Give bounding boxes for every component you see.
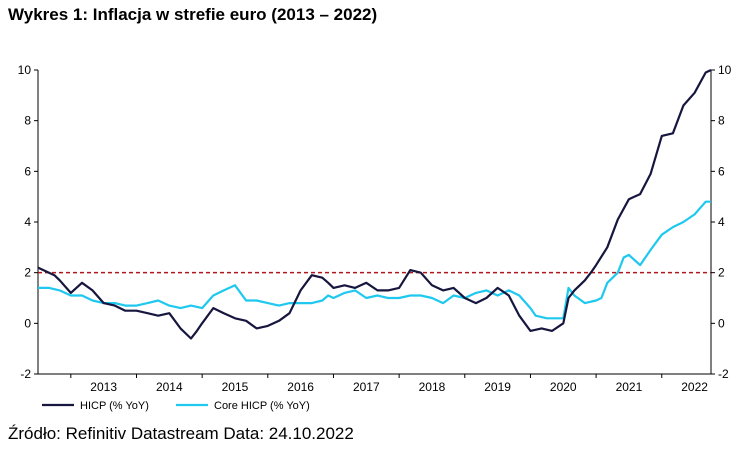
y-tick-label-left: -2 xyxy=(20,367,31,381)
y-tick-label-left: 2 xyxy=(24,266,31,280)
tick-labels: -2 -2 0 0 2 2 4 4 6 6 8 8 10 10 2013 2014 2015 2016 2017 20… xyxy=(18,63,732,394)
y-tick-label-left: 8 xyxy=(24,114,31,128)
core-hicp-line xyxy=(38,200,711,320)
y-tick-label-right: -2 xyxy=(718,367,729,381)
x-tick-label: 2022 xyxy=(681,380,708,394)
x-tick-label: 2017 xyxy=(353,380,380,394)
legend-label-hicp: HICP (% YoY) xyxy=(80,400,149,412)
y-tick-label-left: 4 xyxy=(24,215,31,229)
x-tick-label: 2019 xyxy=(484,380,511,394)
series-group xyxy=(37,69,712,340)
x-tick-label: 2020 xyxy=(550,380,577,394)
x-tick-label: 2013 xyxy=(90,380,117,394)
hicp-line xyxy=(37,69,712,340)
x-tick-label: 2015 xyxy=(222,380,249,394)
y-tick-label-right: 8 xyxy=(718,114,725,128)
y-tick-label-left: 0 xyxy=(24,316,31,330)
legend-label-core-hicp: Core HICP (% YoY) xyxy=(214,400,310,412)
legend: HICP (% YoY) Core HICP (% YoY) xyxy=(42,400,310,412)
x-tick-label: 2014 xyxy=(156,380,183,394)
y-tick-label-right: 0 xyxy=(718,316,725,330)
x-tick-label: 2016 xyxy=(287,380,314,394)
y-tick-label-right: 2 xyxy=(718,266,725,280)
x-tick-label: 2021 xyxy=(616,380,643,394)
y-tick-label-left: 6 xyxy=(24,164,31,178)
y-tick-label-right: 4 xyxy=(718,215,725,229)
chart-axes xyxy=(34,69,715,378)
line-chart: -2 -2 0 0 2 2 4 4 6 6 8 8 10 10 2013 2014 2015 2016 2017 20… xyxy=(18,63,732,412)
source-note: Źródło: Refinitiv Datastream Data: 24.10… xyxy=(8,424,354,443)
y-tick-label-right: 6 xyxy=(718,164,725,178)
x-tick-label: 2018 xyxy=(419,380,446,394)
y-tick-label-right: 10 xyxy=(718,63,732,77)
y-tick-label-left: 10 xyxy=(18,63,32,77)
chart-title: Wykres 1: Inflacja w strefie euro (2013 … xyxy=(8,5,378,24)
